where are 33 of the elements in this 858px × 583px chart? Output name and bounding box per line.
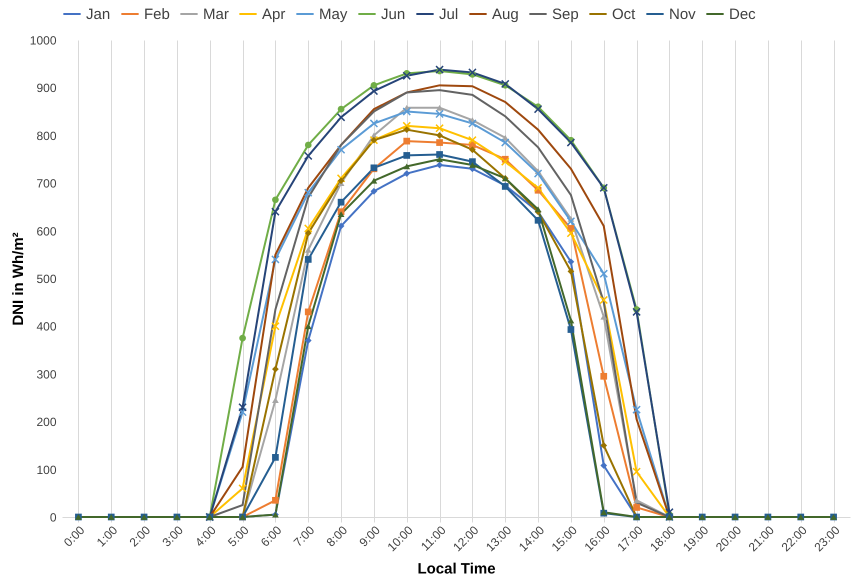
legend-label: Jan (86, 6, 110, 23)
legend-label: Jul (439, 6, 458, 23)
x-tick-label: 8:00 (324, 522, 350, 550)
x-tick-label: 5:00 (225, 522, 252, 550)
legend-label: Apr (262, 6, 286, 23)
legend-label: Sep (552, 6, 579, 23)
x-tick-label: 6:00 (258, 522, 285, 550)
y-tick-label: 600 (36, 224, 57, 238)
legend-label: Aug (492, 6, 519, 23)
y-tick-label: 400 (36, 320, 57, 334)
legend-label: Mar (203, 6, 229, 23)
y-tick-label: 800 (36, 128, 57, 143)
legend-label: Oct (612, 6, 636, 23)
legend-label: Jun (381, 6, 406, 23)
legend-label: Nov (669, 6, 696, 23)
x-tick-label: 3:00 (159, 522, 186, 550)
y-tick-label: 500 (36, 272, 57, 286)
y-axis-title: DNI in Wh/m² (10, 232, 27, 326)
y-tick-label: 200 (36, 415, 57, 430)
y-tick-label: 900 (36, 81, 57, 96)
y-tick-label: 0 (50, 510, 57, 524)
x-tick-label: 0:00 (60, 522, 88, 550)
x-tick-label: 4:00 (192, 522, 219, 550)
y-tick-label: 300 (36, 367, 57, 382)
y-tick-label: 700 (36, 176, 57, 191)
y-tick-label: 100 (36, 462, 57, 477)
legend-label: Feb (144, 6, 170, 23)
x-tick-label: 7:00 (290, 522, 318, 550)
legend-label: May (319, 6, 348, 23)
x-tick-label: 9:00 (356, 522, 384, 550)
legend-label: Dec (729, 6, 756, 23)
y-tick-label: 1000 (30, 34, 57, 48)
x-axis-title: Local Time (417, 560, 496, 578)
